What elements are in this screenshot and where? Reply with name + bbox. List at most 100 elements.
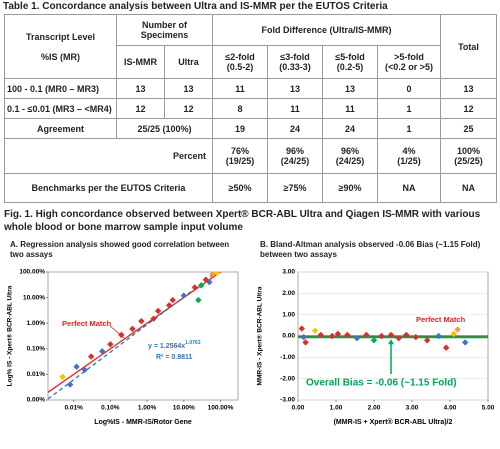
data-point <box>154 307 162 315</box>
chart-title: A. Regression analysis showed good corre… <box>10 240 230 259</box>
concordance-table: Transcript Level %IS (MR) Number of Speci… <box>4 14 498 203</box>
cell: 25/25 (100%) <box>116 118 213 139</box>
cell: 4% (1/25) <box>376 138 442 174</box>
x-tick-label: 0.01% <box>64 405 83 412</box>
x-tick-label: 5.00 <box>482 405 495 412</box>
header-text: (<0.2 or >5) <box>384 62 434 72</box>
y-tick-label: 3.00 <box>282 269 295 276</box>
reference-label: Perfect Match <box>62 319 112 328</box>
x-tick-label: 0.10% <box>101 405 120 412</box>
cell-text: (24/25) <box>335 156 365 166</box>
cell: NA <box>376 173 442 203</box>
arrow-head <box>388 339 394 345</box>
data-point <box>353 334 361 342</box>
cell-text: 96% <box>340 146 359 156</box>
header-text: (0.2-5) <box>336 62 364 72</box>
cell: 100% (25/25) <box>440 138 498 174</box>
data-point <box>99 348 106 355</box>
cell-text: (19/25) <box>225 156 255 166</box>
data-point <box>435 332 442 340</box>
data-point <box>180 292 187 299</box>
y-tick-label: -2.00 <box>280 375 295 382</box>
cell: 13 <box>116 78 165 99</box>
x-tick-label: 100.00% <box>208 405 234 412</box>
cell: 12 <box>440 98 498 119</box>
reference-label: Perfect Match <box>416 315 466 324</box>
cell: 1 <box>376 118 442 139</box>
x-tick-label: 4.00 <box>444 405 457 412</box>
header-text: (0.5-2) <box>226 62 254 72</box>
x-tick-label: 1.00 <box>330 405 343 412</box>
cell: 25 <box>440 118 498 139</box>
header-text: ≤5-fold <box>335 52 365 62</box>
data-point <box>59 373 66 381</box>
cell: NA <box>440 173 498 203</box>
cell-text: 96% <box>285 146 304 156</box>
cell: ≥50% <box>212 173 268 203</box>
data-point <box>138 317 145 325</box>
header-text: ≤2-fold <box>225 52 255 62</box>
x-tick-label: 2.00 <box>368 405 381 412</box>
data-point <box>169 296 176 304</box>
cell: 13 <box>440 78 498 99</box>
cell: Agreement <box>4 118 117 139</box>
cell: 12 <box>116 98 165 119</box>
cell: 19 <box>212 118 268 139</box>
x-tick-label: 0.00 <box>292 405 305 412</box>
cell: 13 <box>322 78 378 99</box>
cell: Benchmarks per the EUTOS Criteria <box>4 173 213 203</box>
data-point <box>87 353 95 360</box>
data-point <box>317 331 324 339</box>
cell: 13 <box>164 78 213 99</box>
chart: 0.00% 0.01% 0.10% 1.00% 10.00% 100.00% 0.01% 0.… <box>6 269 239 426</box>
y-tick-label: 0.01% <box>27 371 46 378</box>
plot-layer <box>48 272 222 400</box>
cell: 12 <box>164 98 213 119</box>
plot-layer <box>298 325 488 351</box>
chart-panel: A. Regression analysis showed good corre… <box>0 238 250 442</box>
data-point <box>302 339 309 346</box>
data-point <box>300 333 307 341</box>
data-point <box>334 330 342 338</box>
cell: 1 <box>376 98 442 119</box>
cell: 11 <box>212 78 268 99</box>
data-point <box>450 330 457 338</box>
cell: 100 - 0.1 (MR0 – MR3) <box>4 78 117 99</box>
cell: 11 <box>267 98 323 119</box>
trend-equation-exponent: 1.0763 <box>185 340 201 346</box>
data-point <box>370 337 378 344</box>
data-point <box>129 325 136 333</box>
header-cell: Number of Specimens <box>116 14 213 46</box>
x-tick-label: 10.00% <box>173 405 195 412</box>
y-tick-label: 0.00% <box>27 397 46 404</box>
data-point <box>363 331 370 339</box>
data-point <box>424 337 431 344</box>
y-tick-label: 100.00% <box>19 269 45 276</box>
plot-area <box>47 271 239 401</box>
header-cell: ≤2-fold (0.5-2) <box>212 45 268 79</box>
y-tick-label: 2.00 <box>282 290 295 297</box>
data-point <box>66 381 74 388</box>
data-point <box>462 339 469 346</box>
y-axis-label: MMR-IS - Xpert® BCR-ABL Ultra <box>256 286 264 385</box>
header-cell: IS-MMR <box>116 45 165 79</box>
y-tick-label: -3.00 <box>280 397 295 404</box>
cell: 24 <box>322 118 378 139</box>
header-cell: ≤5-fold (0.2-5) <box>322 45 378 79</box>
y-tick-label: 0.00 <box>282 333 295 340</box>
cell-text: (1/25) <box>397 156 421 166</box>
data-point <box>165 302 173 309</box>
data-point <box>344 331 351 339</box>
chart: -3.00 -2.00 -1.00 0.00 1.00 2.00 3.00 0.00 1.00 2… <box>256 269 495 426</box>
header-cell: Fold Difference (Ultra/IS-MMR) <box>211 14 442 46</box>
y-tick-label: 0.10% <box>27 346 46 353</box>
header-text: (0.33-3) <box>279 62 311 72</box>
data-point <box>81 366 88 374</box>
figure-caption: Fig. 1. High concordance observed betwee… <box>4 209 481 233</box>
x-tick-label: 3.00 <box>406 405 419 412</box>
bias-label: Overall Bias = -0.06 (~1.15 Fold) <box>306 378 457 389</box>
data-point <box>118 331 125 339</box>
header-cell: ≤3-fold (0.33-3) <box>267 45 323 79</box>
data-point <box>311 327 319 334</box>
